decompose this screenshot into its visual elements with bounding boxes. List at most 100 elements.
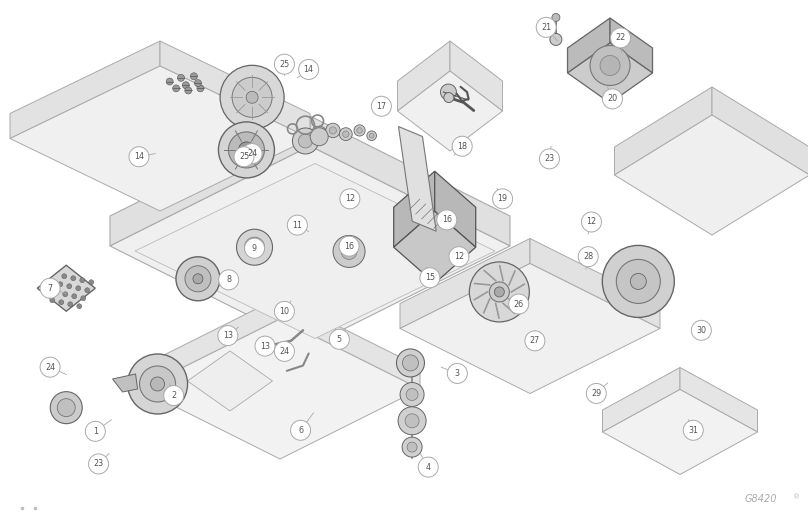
Circle shape: [684, 420, 703, 440]
Circle shape: [550, 34, 562, 45]
Text: 5: 5: [337, 335, 342, 344]
Circle shape: [310, 128, 328, 146]
Circle shape: [437, 210, 457, 230]
Circle shape: [57, 282, 63, 287]
Circle shape: [195, 79, 201, 87]
Polygon shape: [435, 171, 476, 247]
Text: 29: 29: [591, 389, 601, 398]
Circle shape: [291, 420, 310, 440]
Circle shape: [229, 132, 264, 168]
Polygon shape: [10, 41, 160, 138]
Circle shape: [452, 136, 472, 156]
Polygon shape: [398, 71, 503, 151]
Text: 31: 31: [688, 426, 698, 435]
Circle shape: [299, 59, 318, 79]
Circle shape: [85, 288, 90, 293]
Circle shape: [537, 17, 556, 37]
Polygon shape: [280, 297, 420, 389]
Circle shape: [219, 270, 238, 290]
Circle shape: [164, 386, 183, 406]
Polygon shape: [112, 374, 137, 392]
Polygon shape: [160, 41, 310, 138]
Circle shape: [587, 383, 606, 403]
Circle shape: [602, 246, 675, 317]
Polygon shape: [610, 18, 653, 73]
Polygon shape: [603, 389, 758, 474]
Circle shape: [330, 329, 349, 349]
Text: 28: 28: [583, 252, 593, 261]
Circle shape: [238, 142, 255, 158]
Circle shape: [448, 363, 467, 383]
Polygon shape: [140, 297, 280, 389]
Text: 21: 21: [541, 23, 551, 32]
Circle shape: [525, 331, 545, 351]
Text: 12: 12: [345, 194, 355, 204]
Text: 22: 22: [616, 33, 625, 43]
Polygon shape: [393, 171, 435, 247]
Circle shape: [63, 292, 68, 297]
Circle shape: [372, 96, 391, 116]
Circle shape: [237, 229, 272, 265]
Polygon shape: [110, 116, 310, 246]
Text: 25: 25: [239, 152, 249, 161]
Text: 19: 19: [498, 194, 507, 204]
Circle shape: [275, 54, 294, 74]
Text: 2: 2: [171, 391, 176, 400]
Text: 23: 23: [94, 459, 103, 469]
Circle shape: [178, 74, 184, 82]
Circle shape: [61, 274, 67, 279]
Text: 11: 11: [292, 220, 302, 230]
Circle shape: [72, 294, 77, 299]
Circle shape: [339, 128, 352, 140]
Text: 9: 9: [252, 244, 257, 253]
Circle shape: [367, 131, 377, 140]
Circle shape: [493, 189, 512, 209]
Circle shape: [590, 45, 630, 86]
Circle shape: [490, 282, 509, 302]
Text: 8: 8: [226, 275, 231, 285]
Circle shape: [449, 247, 469, 267]
Circle shape: [402, 437, 422, 457]
Circle shape: [185, 266, 211, 292]
Polygon shape: [603, 368, 680, 432]
Circle shape: [469, 262, 529, 322]
Polygon shape: [450, 41, 503, 111]
Polygon shape: [37, 265, 95, 311]
Circle shape: [315, 130, 323, 138]
Text: 12: 12: [587, 217, 596, 227]
Circle shape: [419, 457, 438, 477]
Circle shape: [440, 84, 457, 100]
Polygon shape: [400, 238, 530, 329]
Text: 25: 25: [280, 59, 289, 69]
Polygon shape: [567, 18, 610, 73]
Circle shape: [220, 65, 284, 129]
Circle shape: [343, 131, 349, 137]
Polygon shape: [567, 43, 653, 103]
Text: 1: 1: [93, 427, 98, 436]
Circle shape: [40, 357, 60, 377]
Circle shape: [218, 326, 238, 346]
Polygon shape: [135, 164, 495, 339]
Text: 4: 4: [426, 462, 431, 472]
Circle shape: [173, 85, 179, 92]
Text: 13: 13: [223, 331, 233, 340]
Text: ®: ®: [793, 494, 800, 500]
Circle shape: [600, 55, 620, 76]
Text: 26: 26: [514, 299, 524, 309]
Polygon shape: [110, 146, 510, 346]
Circle shape: [245, 237, 264, 257]
Circle shape: [59, 300, 64, 305]
Circle shape: [552, 14, 560, 22]
Circle shape: [341, 244, 357, 259]
Circle shape: [67, 284, 72, 289]
Circle shape: [357, 128, 362, 133]
Circle shape: [89, 454, 108, 474]
Text: 14: 14: [134, 152, 144, 161]
Text: 3: 3: [455, 369, 460, 378]
Text: 10: 10: [280, 307, 289, 316]
Text: 16: 16: [344, 241, 354, 251]
Circle shape: [330, 127, 336, 134]
Circle shape: [292, 128, 318, 154]
Circle shape: [128, 354, 187, 414]
Polygon shape: [187, 351, 272, 411]
